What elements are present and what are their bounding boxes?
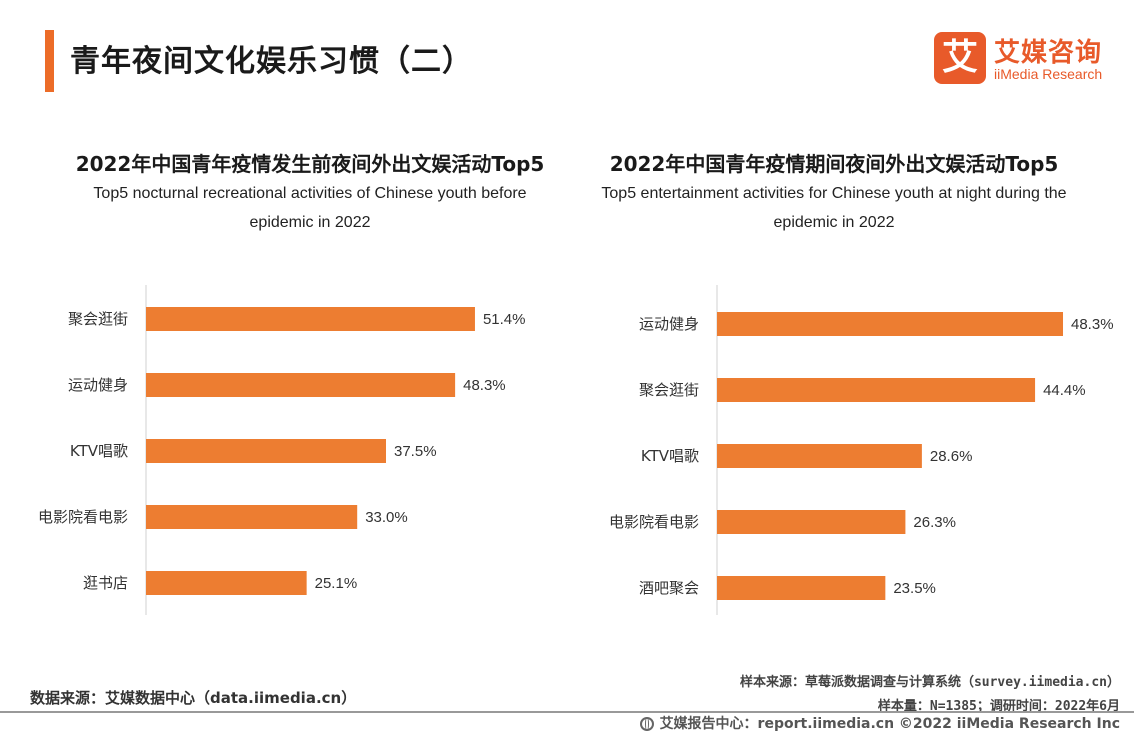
chart-left-bar xyxy=(146,505,358,529)
iimedia-logo: 艾 艾媒咨询 iiMedia Research xyxy=(934,32,1114,86)
footer-divider xyxy=(0,711,1134,713)
chart-left-category-label: KTV唱歌 xyxy=(70,442,128,460)
chart-right-title: 2022年中国青年疫情期间夜间外出文娱活动Top5 xyxy=(609,152,1059,176)
chart-right-value-label: 48.3% xyxy=(1071,316,1114,333)
chart-right: 运动健身 48.3% 聚会逛街 44.4% KTV唱歌 28.6% 电影院看电影 26.3% 酒… xyxy=(609,285,1114,615)
title-accent-bar xyxy=(45,30,54,92)
chart-right-value-label: 28.6% xyxy=(930,448,973,465)
chart-right-subtitle-line2: epidemic in 2022 xyxy=(773,214,895,231)
chart-left-category-label: 电影院看电影 xyxy=(38,508,128,526)
footer-copyright: 艾媒报告中心：report.iimedia.cn ©2022 iiMedia R… xyxy=(639,713,1120,733)
chart-right-value-label: 26.3% xyxy=(913,514,956,531)
chart-left-category-label: 逛书店 xyxy=(83,574,128,592)
chart-right-category-label: 电影院看电影 xyxy=(609,513,699,531)
globe-icon xyxy=(639,717,654,731)
chart-left-bar xyxy=(146,373,456,397)
chart-right-category-label: 聚会逛街 xyxy=(639,381,699,399)
iimedia-logo-icon: 艾 xyxy=(934,32,986,84)
chart-right-subtitle-line1: Top5 entertainment activities for Chines… xyxy=(601,185,1067,202)
chart-right-category-label: 酒吧聚会 xyxy=(639,579,699,597)
data-source: 数据来源：艾媒数据中心（data.iimedia.cn） xyxy=(30,689,357,707)
chart-left-bar xyxy=(146,571,307,595)
chart-right-value-label: 23.5% xyxy=(893,580,936,597)
chart-left-value-label: 51.4% xyxy=(483,311,526,328)
chart-left-bar xyxy=(146,307,475,331)
chart-right-category-label: 运动健身 xyxy=(639,315,699,333)
chart-right-bar xyxy=(717,576,886,600)
chart-left-bar xyxy=(146,439,386,463)
logo-cn-text: 艾媒咨询 xyxy=(994,38,1103,68)
chart-left: 聚会逛街 51.4% 运动健身 48.3% KTV唱歌 37.5% 电影院看电影 33.0% 逛… xyxy=(38,285,526,615)
copyright-text: 艾媒报告中心：report.iimedia.cn ©2022 iiMedia R… xyxy=(659,716,1120,732)
chart-right-bar xyxy=(717,312,1064,336)
chart-right-value-label: 44.4% xyxy=(1043,382,1086,399)
chart-right-category-label: KTV唱歌 xyxy=(641,447,699,465)
chart-right-bar xyxy=(717,444,922,468)
chart-left-subtitle-line2: epidemic in 2022 xyxy=(249,214,371,231)
chart-left-value-label: 33.0% xyxy=(365,509,408,526)
chart-left-subtitle-line1: Top5 nocturnal recreational activities o… xyxy=(93,185,527,202)
sample-source: 样本来源：草莓派数据调查与计算系统（survey.iimedia.cn） xyxy=(739,675,1120,690)
chart-right-bar xyxy=(717,378,1036,402)
chart-left-title: 2022年中国青年疫情发生前夜间外出文娱活动Top5 xyxy=(75,152,545,176)
chart-left-value-label: 25.1% xyxy=(315,575,358,592)
chart-left-value-label: 37.5% xyxy=(394,443,437,460)
chart-left-category-label: 运动健身 xyxy=(68,376,128,394)
sample-size: 样本量：N=1385；调研时间：2022年6月 xyxy=(877,699,1120,714)
chart-left-value-label: 48.3% xyxy=(463,377,506,394)
chart-left-category-label: 聚会逛街 xyxy=(68,310,128,328)
logo-en-text: iiMedia Research xyxy=(994,66,1103,82)
chart-right-bar xyxy=(717,510,906,534)
page-title: 青年夜间文化娱乐习惯（二） xyxy=(70,44,473,79)
